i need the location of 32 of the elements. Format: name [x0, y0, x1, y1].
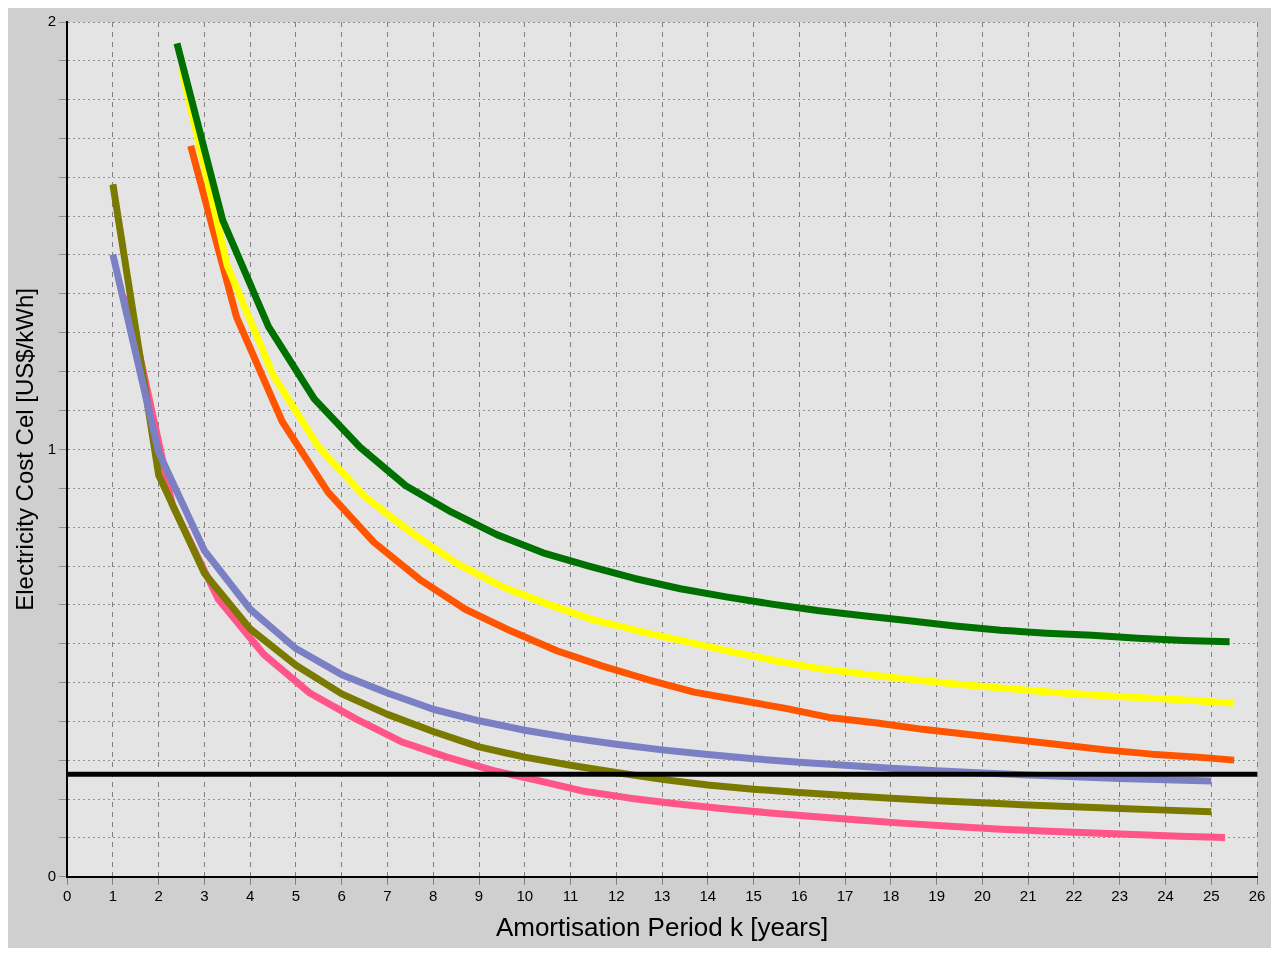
x-tick-label: 26 [1248, 886, 1266, 904]
y-axis-title: Electricity Cost Cel [US$/kWh] [11, 288, 39, 611]
x-tick-label: 24 [1157, 886, 1174, 904]
x-tick-label: 19 [928, 886, 945, 904]
x-tick-label: 4 [246, 886, 255, 904]
x-tick-label: 10 [516, 886, 534, 904]
x-tick-label: 6 [337, 886, 346, 904]
x-tick-label: 11 [562, 886, 579, 904]
y-tick-label: 0 [47, 866, 57, 884]
x-tick-label: 2 [154, 886, 163, 904]
x-tick-label: 21 [1019, 886, 1037, 904]
x-tick-label: 22 [1065, 886, 1083, 904]
x-tick-label: 8 [429, 886, 438, 904]
x-tick-label: 14 [699, 886, 717, 904]
y-tick-label: 1 [47, 439, 57, 457]
x-tick-label: 9 [474, 886, 484, 904]
x-tick-label: 13 [653, 886, 671, 904]
y-tick-label: 2 [47, 12, 57, 30]
x-tick-label: 23 [1111, 886, 1129, 904]
x-tick-label: 17 [836, 886, 854, 904]
x-tick-label: 15 [745, 886, 762, 904]
x-tick-label: 5 [291, 886, 301, 904]
x-tick-label: 0 [62, 886, 72, 904]
x-tick-label: 20 [974, 886, 991, 904]
x-tick-label: 1 [108, 886, 118, 904]
x-tick-label: 16 [791, 886, 808, 904]
x-tick-label: 12 [607, 886, 625, 904]
x-axis-title: Amortisation Period k [years] [495, 911, 829, 942]
x-tick-label: 25 [1202, 886, 1220, 904]
x-tick-label: 7 [383, 886, 392, 904]
x-tick-label: 18 [882, 886, 900, 904]
x-tick-label: 3 [200, 886, 209, 904]
